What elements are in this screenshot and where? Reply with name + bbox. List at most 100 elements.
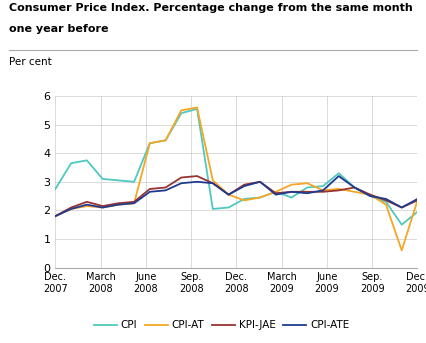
KPI-JAE: [195, 174, 200, 178]
KPI-JAE: [289, 190, 294, 194]
CPI-ATE: [147, 190, 153, 194]
CPI-AT: [69, 207, 74, 211]
CPI: [179, 111, 184, 115]
CPI-ATE: [242, 184, 247, 188]
CPI-AT: [195, 105, 200, 109]
KPI-JAE: [415, 198, 420, 202]
CPI-AT: [226, 193, 231, 197]
CPI-AT: [352, 190, 357, 194]
CPI-ATE: [336, 174, 341, 178]
CPI-AT: [100, 205, 105, 210]
KPI-JAE: [368, 193, 373, 197]
Line: CPI-ATE: CPI-ATE: [55, 176, 417, 216]
CPI-AT: [273, 190, 278, 194]
KPI-JAE: [69, 205, 74, 210]
CPI: [195, 107, 200, 111]
CPI: [69, 161, 74, 165]
CPI-ATE: [132, 201, 137, 205]
KPI-JAE: [273, 191, 278, 195]
CPI-ATE: [383, 197, 389, 201]
CPI: [305, 186, 310, 190]
CPI-AT: [415, 198, 420, 202]
CPI-ATE: [100, 205, 105, 210]
CPI: [289, 196, 294, 200]
CPI-ATE: [195, 180, 200, 184]
KPI-JAE: [147, 187, 153, 191]
CPI-ATE: [53, 214, 58, 218]
CPI-ATE: [179, 181, 184, 185]
CPI-ATE: [399, 205, 404, 210]
CPI: [320, 184, 325, 188]
CPI-ATE: [84, 203, 89, 207]
KPI-JAE: [226, 193, 231, 197]
KPI-JAE: [399, 205, 404, 210]
CPI: [147, 141, 153, 145]
KPI-JAE: [257, 180, 262, 184]
CPI: [132, 180, 137, 184]
CPI-ATE: [320, 188, 325, 192]
KPI-JAE: [53, 214, 58, 218]
CPI-AT: [383, 203, 389, 207]
Legend: CPI, CPI-AT, KPI-JAE, CPI-ATE: CPI, CPI-AT, KPI-JAE, CPI-ATE: [89, 316, 354, 334]
KPI-JAE: [305, 190, 310, 194]
CPI: [368, 194, 373, 198]
CPI-AT: [179, 108, 184, 113]
KPI-JAE: [132, 200, 137, 204]
CPI-ATE: [257, 180, 262, 184]
CPI-AT: [320, 188, 325, 192]
CPI: [210, 207, 216, 211]
CPI-ATE: [273, 193, 278, 197]
CPI: [336, 171, 341, 175]
KPI-JAE: [84, 200, 89, 204]
CPI: [53, 187, 58, 191]
CPI-AT: [257, 196, 262, 200]
CPI-ATE: [163, 188, 168, 192]
CPI-AT: [399, 248, 404, 252]
CPI: [116, 178, 121, 182]
CPI-AT: [84, 204, 89, 208]
CPI-AT: [147, 141, 153, 145]
CPI: [226, 205, 231, 210]
KPI-JAE: [320, 190, 325, 194]
CPI-AT: [116, 203, 121, 207]
CPI: [242, 197, 247, 201]
CPI-ATE: [289, 190, 294, 194]
KPI-JAE: [116, 201, 121, 205]
Text: one year before: one year before: [9, 24, 108, 34]
CPI-ATE: [305, 191, 310, 195]
CPI-AT: [368, 193, 373, 197]
CPI-AT: [242, 198, 247, 202]
KPI-JAE: [242, 182, 247, 187]
CPI: [257, 196, 262, 200]
KPI-JAE: [100, 204, 105, 208]
CPI: [100, 177, 105, 181]
CPI: [273, 190, 278, 194]
KPI-JAE: [210, 181, 216, 185]
CPI: [84, 158, 89, 163]
CPI: [163, 138, 168, 142]
CPI: [399, 223, 404, 227]
CPI-ATE: [69, 207, 74, 211]
KPI-JAE: [383, 198, 389, 202]
CPI-ATE: [368, 194, 373, 198]
CPI-AT: [53, 214, 58, 218]
CPI: [352, 186, 357, 190]
Text: Consumer Price Index. Percentage change from the same month: Consumer Price Index. Percentage change …: [9, 3, 412, 13]
CPI-AT: [305, 181, 310, 185]
KPI-JAE: [163, 186, 168, 190]
Line: KPI-JAE: KPI-JAE: [55, 176, 417, 216]
CPI-AT: [210, 178, 216, 182]
KPI-JAE: [352, 186, 357, 190]
CPI-ATE: [226, 193, 231, 197]
CPI-ATE: [415, 197, 420, 201]
CPI-ATE: [116, 203, 121, 207]
CPI: [383, 200, 389, 204]
KPI-JAE: [179, 176, 184, 180]
KPI-JAE: [336, 188, 341, 192]
Text: Per cent: Per cent: [9, 57, 51, 67]
CPI: [415, 210, 420, 214]
CPI-ATE: [210, 181, 216, 185]
CPI-AT: [289, 182, 294, 187]
CPI-ATE: [352, 186, 357, 190]
CPI-AT: [132, 201, 137, 205]
